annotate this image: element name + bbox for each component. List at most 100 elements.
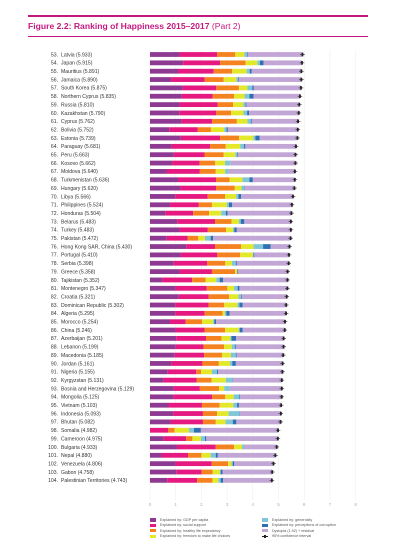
ci-marker xyxy=(288,244,291,249)
bar-segment-freedom xyxy=(212,469,220,475)
bar-segment-generosity xyxy=(225,377,233,383)
bar-segment-freedom xyxy=(221,336,231,341)
ci-marker xyxy=(289,236,292,240)
ci-marker xyxy=(282,336,285,341)
bar-segment-gdp xyxy=(150,185,181,191)
bar-segment-corruption xyxy=(237,152,238,158)
bar-segment-freedom xyxy=(233,102,244,107)
legend-item-generosity: Explained by: generosity xyxy=(262,518,312,522)
legend-swatch xyxy=(150,534,156,538)
bar-segment-generosity xyxy=(224,310,227,316)
legend-item-social: Explained by: social support xyxy=(150,523,206,527)
bar-segment-health xyxy=(197,127,211,133)
bar-segment-dystopia xyxy=(238,77,302,82)
country-label: Tajikistan (5.352) xyxy=(61,278,100,284)
bar-segment-freedom xyxy=(227,285,235,291)
ci-marker xyxy=(294,152,297,157)
bar-segment-health xyxy=(203,344,225,350)
bar-segment-freedom xyxy=(215,169,226,174)
chart-row: 94. Mongolia (5.125) xyxy=(51,394,285,401)
bar-segment-gdp xyxy=(150,436,164,441)
bar-segment-social xyxy=(179,102,218,107)
bar-segment-freedom xyxy=(222,310,225,316)
bar-segment-gdp xyxy=(150,477,168,483)
bar-segment-corruption xyxy=(252,85,254,91)
bar-segment-gdp xyxy=(150,260,174,266)
bar-segment-health xyxy=(217,102,234,107)
country-label: Macedonia (5.185) xyxy=(61,353,104,359)
country-label: Gabon (4.758) xyxy=(61,470,94,476)
bar-segment-social xyxy=(179,52,218,57)
ci-marker xyxy=(286,269,289,274)
bar-segment-social xyxy=(166,235,188,241)
bar-segment-dystopia xyxy=(237,269,288,274)
legend-swatch xyxy=(150,518,156,522)
bar-segment-corruption xyxy=(226,310,230,316)
legend-label: 95% confidence interval xyxy=(272,534,312,539)
rank-label: 62. xyxy=(51,127,58,133)
country-label: Cameroon (4.975) xyxy=(61,436,103,442)
country-label: Algeria (5.295) xyxy=(61,311,95,317)
bar-segment-social xyxy=(176,336,207,341)
bar-segment-generosity xyxy=(242,444,245,450)
bar-segment-corruption xyxy=(210,235,214,241)
bar-segment-social xyxy=(175,285,207,291)
ci-marker xyxy=(282,344,285,349)
rank-label: 56. xyxy=(51,77,58,83)
bar-segment-freedom xyxy=(235,269,238,274)
bar-segment-freedom xyxy=(225,327,239,333)
bar-segment-corruption xyxy=(226,127,228,133)
country-label: Estonia (5.739) xyxy=(61,136,96,142)
bar-segment-corruption xyxy=(239,302,243,308)
bar-segment-corruption xyxy=(237,402,239,408)
bar-segment-corruption xyxy=(232,361,236,366)
ci-marker xyxy=(291,203,293,207)
bar-segment-generosity xyxy=(233,402,238,408)
bar-segment-gdp xyxy=(150,369,168,375)
bar-segment-social xyxy=(170,319,186,325)
rank-label: 79. xyxy=(51,269,58,275)
country-label: Moldova (5.640) xyxy=(61,169,98,175)
bar-segment-health xyxy=(216,85,239,91)
country-label: Cyprus (5.762) xyxy=(61,119,95,125)
bar-segment-corruption xyxy=(244,185,245,191)
legend-swatch xyxy=(150,523,156,527)
bar-segment-health xyxy=(212,394,226,400)
rank-label: 96. xyxy=(51,411,58,417)
bar-segment-freedom xyxy=(205,277,217,283)
chart-row: 83. Dominican Republic (5.302) xyxy=(51,302,289,309)
bar-segment-health xyxy=(207,260,226,266)
chart-row: 64. Paraguay (5.681) xyxy=(51,143,299,150)
bar-segment-health xyxy=(199,160,216,166)
bar-segment-health xyxy=(196,377,212,383)
bar-segment-dystopia xyxy=(239,285,288,291)
bar-segment-social xyxy=(178,177,217,183)
bar-segment-generosity xyxy=(221,210,226,216)
bar-segment-health xyxy=(196,369,202,375)
bar-segment-freedom xyxy=(225,394,234,400)
legend-item-ci: 95% confidence interval xyxy=(262,534,311,538)
grid-lines xyxy=(149,50,356,500)
bar-segment-gdp xyxy=(150,285,176,291)
rank-label: 74. xyxy=(51,228,58,234)
bar-segment-health xyxy=(211,269,236,274)
bar-segment-generosity xyxy=(244,93,250,99)
country-label: Bolivia (5.752) xyxy=(61,127,94,133)
bar-segment-social xyxy=(171,77,205,82)
bar-segment-corruption xyxy=(217,369,219,375)
bar-segment-dystopia xyxy=(254,252,289,258)
rank-label: 61. xyxy=(51,119,58,125)
bar-segment-dystopia xyxy=(216,319,285,325)
ci-marker xyxy=(299,94,301,99)
rank-label: 69. xyxy=(51,186,58,192)
bar-segment-generosity xyxy=(247,85,253,91)
rank-label: 78. xyxy=(51,261,58,267)
rank-label: 64. xyxy=(51,144,58,150)
legend-label: Explained by: freedom to make life choic… xyxy=(160,534,231,539)
bar-segment-health xyxy=(216,185,235,191)
rank-label: 86. xyxy=(51,328,58,334)
bar-segment-health xyxy=(202,361,219,366)
ci-marker xyxy=(285,294,288,299)
bar-segment-dystopia xyxy=(249,110,299,116)
